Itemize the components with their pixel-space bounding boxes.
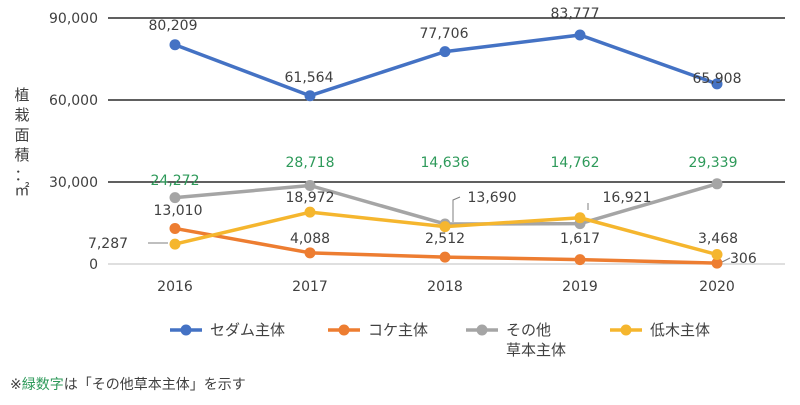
data-point — [169, 222, 181, 234]
data-label: 1,617 — [560, 231, 600, 247]
data-label: 28,718 — [286, 155, 335, 171]
data-label: 83,777 — [551, 6, 600, 22]
legend-swatch-marker — [338, 324, 350, 336]
leader-line — [452, 196, 461, 222]
x-tick-label: 2019 — [562, 279, 598, 295]
data-point — [304, 206, 316, 218]
legend-swatch-marker — [180, 324, 192, 336]
x-tick-label: 2016 — [157, 279, 193, 295]
y-axis-label-char: 積 — [14, 146, 29, 164]
data-point — [439, 46, 451, 58]
y-tick-label: 30,000 — [49, 175, 98, 191]
data-point — [304, 180, 316, 192]
leader-line — [721, 257, 731, 263]
data-point — [169, 39, 181, 51]
footnote: ※緑数字は「その他草本主体」を示す — [10, 374, 246, 394]
data-point — [304, 90, 316, 102]
data-label: 13,690 — [468, 190, 517, 206]
y-tick-label: 60,000 — [49, 93, 98, 109]
data-point — [439, 251, 451, 263]
data-label: 24,272 — [151, 173, 200, 189]
data-label: 306 — [730, 251, 757, 267]
data-point — [711, 249, 723, 261]
data-point — [711, 178, 723, 190]
data-label: 61,564 — [285, 70, 334, 86]
data-label: 2,512 — [425, 231, 465, 247]
data-label: 4,088 — [290, 231, 330, 247]
data-label: 7,287 — [88, 236, 128, 252]
y-axis-label-char: 植 — [14, 86, 29, 104]
data-point — [574, 212, 586, 224]
y-axis-label-char: 栽 — [14, 106, 29, 124]
series-line — [173, 33, 719, 98]
data-label: 16,921 — [603, 190, 652, 206]
data-label: 29,339 — [689, 155, 738, 171]
legend-swatch-marker — [620, 324, 632, 336]
data-label: 14,762 — [551, 155, 600, 171]
y-axis-label-char: ： — [14, 166, 29, 184]
data-point — [574, 29, 586, 41]
x-tick-label: 2017 — [292, 279, 328, 295]
y-axis-label-char: 面 — [14, 126, 29, 144]
data-label: 65,908 — [693, 71, 742, 87]
data-point — [169, 192, 181, 204]
data-point — [711, 257, 723, 269]
data-label: 80,209 — [149, 18, 198, 34]
legend-swatch-marker — [476, 324, 488, 336]
line-chart: 0 30,000 60,000 90,000 2016 2017 2018 2019 2020… — [14, 6, 785, 359]
x-tick-label: 2018 — [427, 279, 463, 295]
data-point — [304, 247, 316, 259]
legend-label: セダム主体 — [210, 321, 285, 339]
footnote-suffix: は「その他草本主体」を示す — [63, 377, 246, 393]
data-label: 18,972 — [286, 190, 335, 206]
data-point — [574, 254, 586, 266]
x-tick-label: 2020 — [699, 279, 735, 295]
data-point — [169, 238, 181, 250]
data-label: 14,636 — [421, 155, 470, 171]
legend-label: コケ主体 — [368, 321, 428, 339]
footnote-prefix: ※ — [10, 377, 22, 393]
legend-label: 草本主体 — [506, 341, 566, 359]
y-tick-label: 90,000 — [49, 11, 98, 27]
legend-label: 低木主体 — [650, 321, 710, 339]
y-axis-label-char: ㎡ — [14, 181, 29, 199]
legend-label: その他 — [506, 321, 551, 339]
data-point — [439, 221, 451, 233]
data-point — [711, 78, 723, 90]
footnote-green-text: 緑数字 — [21, 377, 64, 393]
data-label: 13,010 — [154, 203, 203, 219]
y-tick-label: 0 — [89, 257, 98, 273]
data-label: 3,468 — [698, 231, 738, 247]
data-label: 77,706 — [420, 26, 469, 42]
